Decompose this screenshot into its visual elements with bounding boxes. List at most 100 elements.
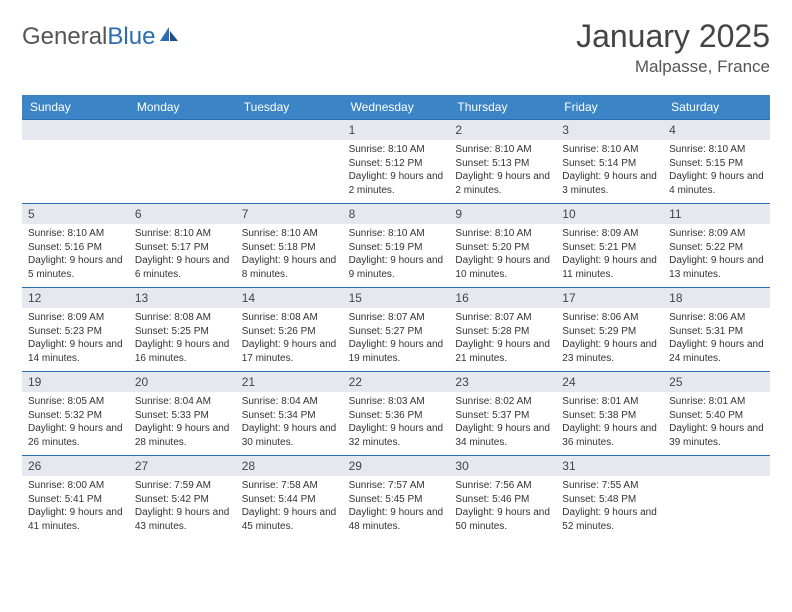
calendar-cell: 4Sunrise: 8:10 AMSunset: 5:15 PMDaylight… xyxy=(663,119,770,203)
sunrise-text: Sunrise: 7:57 AM xyxy=(349,479,444,493)
sunrise-text: Sunrise: 8:01 AM xyxy=(562,395,657,409)
daylight-text: Daylight: 9 hours and 10 minutes. xyxy=(455,254,550,281)
daylight-text: Daylight: 9 hours and 50 minutes. xyxy=(455,506,550,533)
daylight-text: Daylight: 9 hours and 5 minutes. xyxy=(28,254,123,281)
calendar-cell: 23Sunrise: 8:02 AMSunset: 5:37 PMDayligh… xyxy=(449,371,556,455)
day-number: 5 xyxy=(22,204,129,224)
calendar-cell-empty xyxy=(22,119,129,203)
sunset-text: Sunset: 5:22 PM xyxy=(669,241,764,255)
sunrise-text: Sunrise: 8:01 AM xyxy=(669,395,764,409)
sunset-text: Sunset: 5:27 PM xyxy=(349,325,444,339)
day-number: 22 xyxy=(343,372,450,392)
sunrise-text: Sunrise: 8:08 AM xyxy=(135,311,230,325)
weekday-friday: Friday xyxy=(556,95,663,119)
calendar-cell: 29Sunrise: 7:57 AMSunset: 5:45 PMDayligh… xyxy=(343,455,450,539)
sunrise-text: Sunrise: 7:55 AM xyxy=(562,479,657,493)
sunset-text: Sunset: 5:37 PM xyxy=(455,409,550,423)
sunrise-text: Sunrise: 8:04 AM xyxy=(135,395,230,409)
day-number: 7 xyxy=(236,204,343,224)
daylight-text: Daylight: 9 hours and 34 minutes. xyxy=(455,422,550,449)
calendar-cell: 31Sunrise: 7:55 AMSunset: 5:48 PMDayligh… xyxy=(556,455,663,539)
sunrise-text: Sunrise: 8:03 AM xyxy=(349,395,444,409)
day-number: 10 xyxy=(556,204,663,224)
sunset-text: Sunset: 5:28 PM xyxy=(455,325,550,339)
day-number: 17 xyxy=(556,288,663,308)
day-number: 21 xyxy=(236,372,343,392)
weekday-monday: Monday xyxy=(129,95,236,119)
calendar-cell: 7 Sunrise: 8:10 AMSunset: 5:18 PMDaylight… xyxy=(236,203,343,287)
brand-text-1: General xyxy=(22,23,107,51)
day-number: 8 xyxy=(343,204,450,224)
daylight-text: Daylight: 9 hours and 36 minutes. xyxy=(562,422,657,449)
sunrise-text: Sunrise: 8:04 AM xyxy=(242,395,337,409)
brand-text-2: Blue xyxy=(107,23,155,51)
sunrise-text: Sunrise: 7:56 AM xyxy=(455,479,550,493)
sunset-text: Sunset: 5:29 PM xyxy=(562,325,657,339)
sunset-text: Sunset: 5:18 PM xyxy=(242,241,337,255)
sunrise-text: Sunrise: 8:10 AM xyxy=(669,143,764,157)
sunrise-text: Sunrise: 8:09 AM xyxy=(669,227,764,241)
sunset-text: Sunset: 5:25 PM xyxy=(135,325,230,339)
day-number: 29 xyxy=(343,456,450,476)
daylight-text: Daylight: 9 hours and 19 minutes. xyxy=(349,338,444,365)
sunset-text: Sunset: 5:42 PM xyxy=(135,493,230,507)
daylight-text: Daylight: 9 hours and 41 minutes. xyxy=(28,506,123,533)
brand-logo: GeneralBlue xyxy=(22,22,180,52)
sunset-text: Sunset: 5:36 PM xyxy=(349,409,444,423)
day-number: 15 xyxy=(343,288,450,308)
daylight-text: Daylight: 9 hours and 13 minutes. xyxy=(669,254,764,281)
calendar-cell: 18Sunrise: 8:06 AMSunset: 5:31 PMDayligh… xyxy=(663,287,770,371)
daylight-text: Daylight: 9 hours and 4 minutes. xyxy=(669,170,764,197)
day-number: 25 xyxy=(663,372,770,392)
location-label: Malpasse, France xyxy=(576,57,770,77)
calendar-cell: 20Sunrise: 8:04 AMSunset: 5:33 PMDayligh… xyxy=(129,371,236,455)
day-number: 3 xyxy=(556,120,663,140)
calendar-cell: 19Sunrise: 8:05 AMSunset: 5:32 PMDayligh… xyxy=(22,371,129,455)
calendar-cell: 24 Sunrise: 8:01 AMSunset: 5:38 PMDayligh… xyxy=(556,371,663,455)
sunrise-text: Sunrise: 8:10 AM xyxy=(455,227,550,241)
day-number: 30 xyxy=(449,456,556,476)
daylight-text: Daylight: 9 hours and 2 minutes. xyxy=(455,170,550,197)
calendar-cell: 6Sunrise: 8:10 AMSunset: 5:17 PMDaylight… xyxy=(129,203,236,287)
calendar-cell: 17 Sunrise: 8:06 AMSunset: 5:29 PMDayligh… xyxy=(556,287,663,371)
daylight-text: Daylight: 9 hours and 2 minutes. xyxy=(349,170,444,197)
daylight-text: Daylight: 9 hours and 17 minutes. xyxy=(242,338,337,365)
day-number: 27 xyxy=(129,456,236,476)
calendar-cell: 16Sunrise: 8:07 AMSunset: 5:28 PMDayligh… xyxy=(449,287,556,371)
sunrise-text: Sunrise: 8:10 AM xyxy=(242,227,337,241)
day-number: 18 xyxy=(663,288,770,308)
day-number: 24 xyxy=(556,372,663,392)
sunset-text: Sunset: 5:38 PM xyxy=(562,409,657,423)
day-number: 6 xyxy=(129,204,236,224)
sunrise-text: Sunrise: 8:00 AM xyxy=(28,479,123,493)
calendar-cell: 10Sunrise: 8:09 AMSunset: 5:21 PMDayligh… xyxy=(556,203,663,287)
daylight-text: Daylight: 9 hours and 16 minutes. xyxy=(135,338,230,365)
daylight-text: Daylight: 9 hours and 43 minutes. xyxy=(135,506,230,533)
weekday-saturday: Saturday xyxy=(663,95,770,119)
sunset-text: Sunset: 5:34 PM xyxy=(242,409,337,423)
sunrise-text: Sunrise: 8:02 AM xyxy=(455,395,550,409)
calendar-cell: 28Sunrise: 7:58 AMSunset: 5:44 PMDayligh… xyxy=(236,455,343,539)
sunset-text: Sunset: 5:17 PM xyxy=(135,241,230,255)
daylight-text: Daylight: 9 hours and 8 minutes. xyxy=(242,254,337,281)
sunrise-text: Sunrise: 8:06 AM xyxy=(562,311,657,325)
calendar-cell-empty xyxy=(236,119,343,203)
daylight-text: Daylight: 9 hours and 39 minutes. xyxy=(669,422,764,449)
sunset-text: Sunset: 5:32 PM xyxy=(28,409,123,423)
day-number-empty xyxy=(129,120,236,140)
daylight-text: Daylight: 9 hours and 23 minutes. xyxy=(562,338,657,365)
sunset-text: Sunset: 5:15 PM xyxy=(669,157,764,171)
daylight-text: Daylight: 9 hours and 6 minutes. xyxy=(135,254,230,281)
sunrise-text: Sunrise: 8:09 AM xyxy=(562,227,657,241)
sunset-text: Sunset: 5:13 PM xyxy=(455,157,550,171)
daylight-text: Daylight: 9 hours and 26 minutes. xyxy=(28,422,123,449)
day-number: 16 xyxy=(449,288,556,308)
calendar-cell: 26Sunrise: 8:00 AMSunset: 5:41 PMDayligh… xyxy=(22,455,129,539)
daylight-text: Daylight: 9 hours and 30 minutes. xyxy=(242,422,337,449)
sunrise-text: Sunrise: 8:05 AM xyxy=(28,395,123,409)
daylight-text: Daylight: 9 hours and 14 minutes. xyxy=(28,338,123,365)
daylight-text: Daylight: 9 hours and 3 minutes. xyxy=(562,170,657,197)
sunset-text: Sunset: 5:19 PM xyxy=(349,241,444,255)
sunset-text: Sunset: 5:46 PM xyxy=(455,493,550,507)
day-number: 31 xyxy=(556,456,663,476)
